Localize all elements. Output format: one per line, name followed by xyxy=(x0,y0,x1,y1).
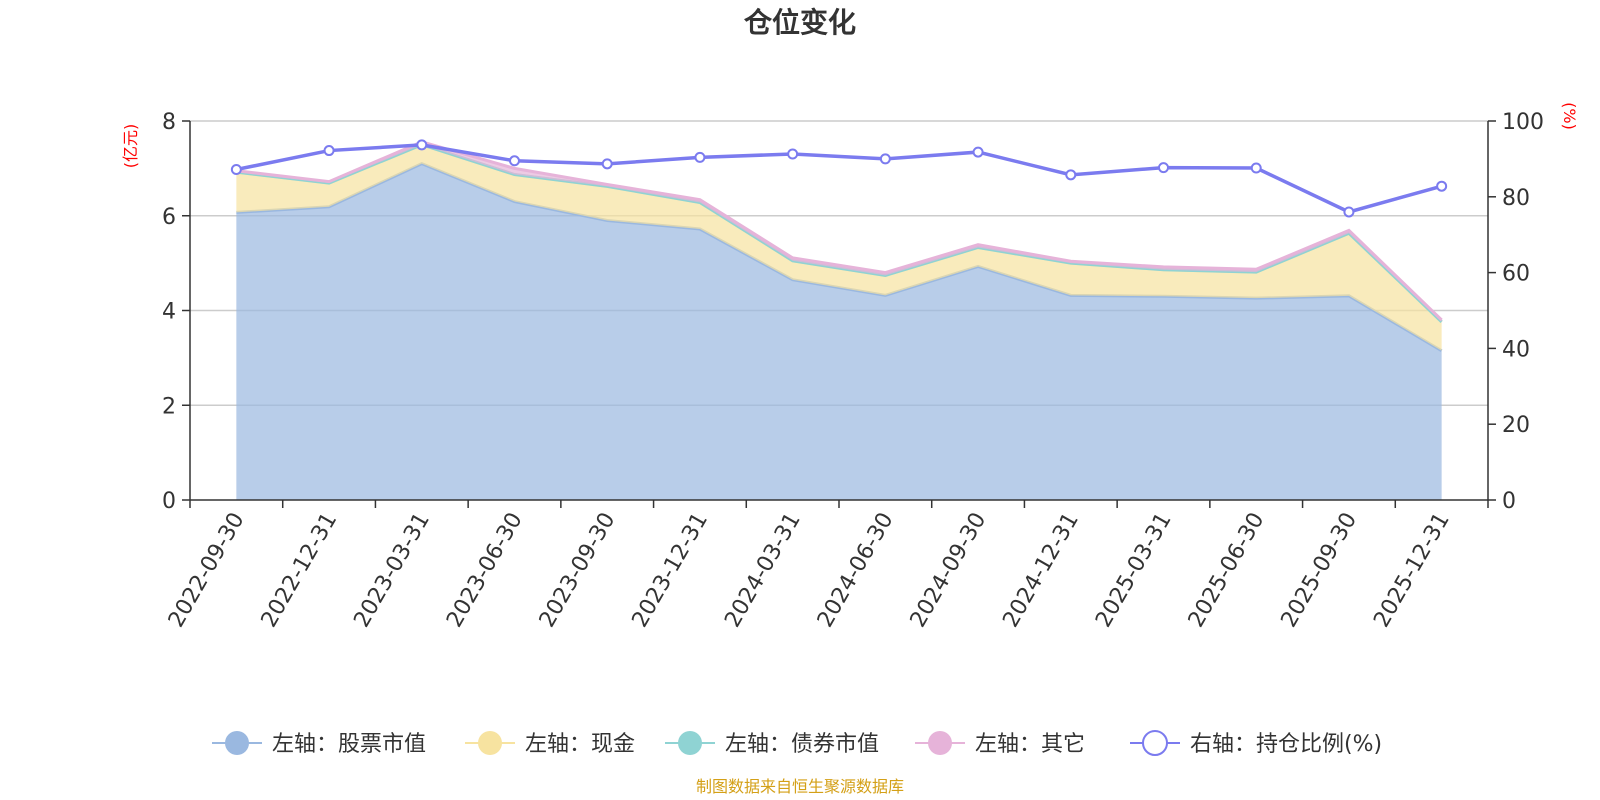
ratio-point xyxy=(1250,162,1262,174)
ratio-point xyxy=(416,139,428,151)
x-axis-tick-label: 2024-09-30 xyxy=(906,509,992,632)
x-axis-tick-label: 2023-12-31 xyxy=(628,509,714,632)
legend-label: 左轴：股票市值 xyxy=(272,732,426,757)
x-axis-tick-label: 2025-06-30 xyxy=(1184,509,1270,632)
legend-label: 左轴：现金 xyxy=(525,732,635,757)
area-layer xyxy=(236,140,1443,500)
right-axis-tick-label: 0 xyxy=(1502,489,1516,514)
data-source-note: 制图数据来自恒生聚源数据库 xyxy=(696,777,904,796)
x-axis-tick-label: 2024-03-31 xyxy=(720,509,806,632)
left-axis-tick-label: 4 xyxy=(162,300,176,325)
legend-label: 左轴：其它 xyxy=(975,732,1085,757)
legend: 左轴：股票市值 左轴：现金 左轴：债券市值 左轴：其它 右轴：持仓比例(%) xyxy=(212,730,1382,757)
left-axis-tick-label: 8 xyxy=(162,110,176,135)
legend-marker xyxy=(1142,730,1168,756)
x-axis-tick-label: 2025-12-31 xyxy=(1369,509,1455,632)
area-现金 xyxy=(236,144,1442,351)
x-axis-tick-label: 2023-06-30 xyxy=(442,509,528,632)
ratio-point xyxy=(601,158,613,170)
right-axis-tick-label: 20 xyxy=(1502,413,1530,438)
x-axis-tick-label: 2023-03-31 xyxy=(349,509,435,632)
legend-label: 左轴：债券市值 xyxy=(725,732,879,757)
x-axis-tick-label: 2023-09-30 xyxy=(535,509,621,632)
ratio-point xyxy=(230,164,242,176)
ratio-point xyxy=(1158,162,1169,174)
x-axis-tick-label: 2025-09-30 xyxy=(1277,509,1363,632)
ratio-point xyxy=(1065,169,1077,181)
left-axis-tick-label: 6 xyxy=(162,205,176,230)
ratio-line-layer xyxy=(230,139,1448,218)
legend-marker xyxy=(225,731,249,755)
x-axis-tick-label: 2022-12-31 xyxy=(257,509,343,632)
ratio-point xyxy=(1436,180,1448,192)
right-axis-tick-label: 40 xyxy=(1502,337,1530,362)
x-axis-tick-label: 2024-06-30 xyxy=(813,509,899,632)
ratio-point xyxy=(323,145,335,157)
right-axis-tick-label: 100 xyxy=(1502,110,1544,135)
right-axis-tick-label: 60 xyxy=(1502,262,1530,287)
ratio-point xyxy=(879,153,891,165)
x-axis-tick-label: 2022-09-30 xyxy=(164,509,250,632)
legend-marker xyxy=(478,731,502,755)
right-axis-tick-label: 80 xyxy=(1502,186,1530,211)
ratio-point xyxy=(509,155,520,167)
ratio-point xyxy=(1343,206,1355,218)
left-axis-unit: (亿元) xyxy=(121,124,140,169)
x-axis-tick-label: 2025-03-31 xyxy=(1091,509,1177,632)
legend-label: 右轴：持仓比例(%) xyxy=(1190,732,1382,757)
ratio-point xyxy=(694,151,706,163)
right-axis-unit: (%) xyxy=(1560,102,1579,130)
area-股票市值 xyxy=(236,163,1442,500)
x-axis-tick-label: 2024-12-31 xyxy=(998,509,1084,632)
legend-marker xyxy=(678,731,702,755)
left-axis-tick-label: 2 xyxy=(162,394,176,419)
left-axis-tick-label: 0 xyxy=(162,489,176,514)
chart-title: 仓位变化 xyxy=(744,6,856,39)
ratio-point xyxy=(787,148,799,160)
ratio-point xyxy=(972,146,984,158)
ratio-line xyxy=(236,143,1443,214)
legend-marker xyxy=(928,731,952,755)
